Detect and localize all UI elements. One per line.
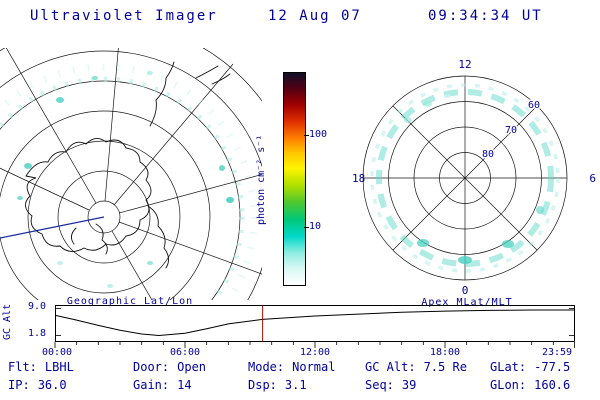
xtick-2359: 23:59 [541, 347, 573, 358]
status-gcalt-label: GC Alt: [365, 360, 416, 374]
orbit-chart-ylabel: GC Alt [2, 303, 13, 341]
colorbar-tick-10: 10 [309, 221, 322, 232]
status-glon-label: GLon: [490, 378, 527, 392]
caption-apex: Apex MLat/MLT [421, 297, 513, 308]
mlat-label-70: 70 [505, 125, 517, 136]
app-title: Ultraviolet Imager [30, 8, 218, 24]
status-gcalt: GC Alt: 7.5 Re [365, 360, 467, 374]
status-glat-label: GLat: [490, 360, 527, 374]
status-mode: Mode: Normal [248, 360, 335, 374]
status-mode-value: Normal [292, 360, 336, 374]
mlt-label-0: 0 [462, 284, 469, 297]
status-flt-label: Flt: [8, 360, 37, 374]
x-ticks [54, 341, 575, 348]
aurora-oval-apex [370, 83, 560, 273]
status-glon-value: 160.6 [534, 378, 571, 392]
mlt-label-18: 18 [352, 172, 365, 185]
status-gain: Gain: 14 [133, 378, 192, 392]
mlat-label-60: 60 [528, 100, 540, 111]
xtick-1200: 12:00 [299, 347, 331, 358]
orbit-track-line [0, 216, 105, 239]
aurora-emission-geo [0, 63, 258, 300]
status-door-value: Open [177, 360, 207, 374]
status-ip-label: IP: [8, 378, 30, 392]
status-flt-value: LBHL [44, 360, 74, 374]
status-door: Door: Open [133, 360, 206, 374]
coastline [25, 61, 231, 269]
status-ip: IP: 36.0 [8, 378, 67, 392]
status-gcalt-value: 7.5 Re [423, 360, 467, 374]
mlat-label-80: 80 [482, 149, 494, 160]
status-dsp: Dsp: 3.1 [248, 378, 307, 392]
colorbar [283, 72, 306, 286]
colorbar-tickmark-100 [304, 135, 309, 136]
xtick-0600: 06:00 [169, 347, 201, 358]
mlat-mlt-grid [362, 75, 568, 281]
status-seq-label: Seq: [365, 378, 394, 392]
status-glon: GLon: 160.6 [490, 378, 570, 392]
status-mode-label: Mode: [248, 360, 285, 374]
status-ip-value: 36.0 [37, 378, 67, 392]
caption-geographic: Geographic Lat/Lon [66, 296, 194, 307]
orbit-curve [54, 309, 575, 337]
ytick-top: 9.0 [28, 301, 47, 312]
mlt-label-12: 12 [458, 58, 471, 71]
status-dsp-label: Dsp: [248, 378, 277, 392]
status-gain-label: Gain: [133, 378, 170, 392]
status-seq-value: 39 [401, 378, 417, 392]
geographic-map-panel [0, 48, 262, 300]
status-dsp-value: 3.1 [284, 378, 307, 392]
colorbar-label: photon cm⁻² s⁻¹ [256, 134, 267, 226]
xtick-1800: 18:00 [429, 347, 461, 358]
ytick-bottom: 1.8 [28, 328, 47, 339]
chart-frame [55, 305, 575, 342]
status-seq: Seq: 39 [365, 378, 416, 392]
mlt-label-6: 6 [589, 172, 596, 185]
status-flt: Flt: LBHL [8, 360, 74, 374]
header-time: 09:34:34 UT [428, 8, 543, 24]
xtick-0000: 00:00 [41, 347, 73, 358]
apex-polar-panel: 12 18 6 0 60 70 80 [352, 58, 596, 297]
colorbar-tickmark-10 [304, 227, 309, 228]
colorbar-tick-100: 100 [309, 129, 328, 140]
latlon-grid [0, 48, 262, 300]
header-date: 12 Aug 07 [268, 8, 362, 24]
status-door-label: Door: [133, 360, 170, 374]
status-glat-value: -77.5 [534, 360, 571, 374]
status-glat: GLat: -77.5 [490, 360, 570, 374]
status-gain-value: 14 [177, 378, 192, 392]
orbit-altitude-chart [54, 305, 575, 348]
